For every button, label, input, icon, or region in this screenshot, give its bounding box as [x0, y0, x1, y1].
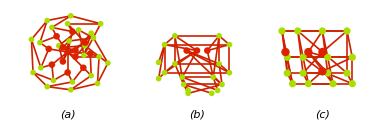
- Circle shape: [227, 70, 232, 76]
- Circle shape: [194, 47, 200, 54]
- Circle shape: [56, 43, 62, 49]
- Circle shape: [324, 70, 331, 77]
- Circle shape: [64, 69, 71, 76]
- Circle shape: [105, 60, 111, 66]
- Circle shape: [343, 70, 350, 77]
- Circle shape: [68, 13, 74, 19]
- Circle shape: [64, 49, 71, 55]
- Circle shape: [45, 46, 52, 52]
- Circle shape: [87, 50, 94, 57]
- Circle shape: [80, 64, 87, 71]
- Circle shape: [318, 48, 327, 56]
- Circle shape: [185, 91, 191, 96]
- Circle shape: [51, 78, 56, 83]
- Circle shape: [82, 39, 88, 46]
- Circle shape: [88, 30, 94, 36]
- Circle shape: [162, 42, 167, 47]
- Circle shape: [49, 25, 55, 30]
- Circle shape: [44, 18, 50, 23]
- Circle shape: [76, 27, 82, 33]
- Circle shape: [180, 74, 185, 80]
- Circle shape: [37, 40, 43, 45]
- Circle shape: [69, 79, 75, 85]
- Circle shape: [329, 80, 337, 87]
- Circle shape: [162, 70, 167, 76]
- Text: (c): (c): [315, 110, 330, 120]
- Text: (b): (b): [189, 110, 205, 120]
- Circle shape: [53, 33, 60, 40]
- Circle shape: [60, 44, 66, 51]
- Circle shape: [219, 82, 225, 87]
- Circle shape: [299, 54, 307, 61]
- Circle shape: [211, 74, 216, 80]
- Circle shape: [209, 91, 214, 96]
- Circle shape: [30, 70, 36, 75]
- Circle shape: [294, 27, 301, 34]
- Circle shape: [318, 67, 327, 76]
- Circle shape: [172, 33, 178, 39]
- Circle shape: [72, 47, 79, 54]
- Circle shape: [156, 76, 162, 81]
- Circle shape: [299, 70, 307, 77]
- Circle shape: [95, 81, 100, 86]
- Circle shape: [68, 87, 74, 93]
- Text: (a): (a): [60, 110, 75, 120]
- Circle shape: [65, 21, 71, 26]
- Circle shape: [227, 42, 232, 47]
- Circle shape: [98, 21, 103, 26]
- Circle shape: [281, 48, 290, 56]
- Circle shape: [183, 47, 190, 54]
- Circle shape: [204, 47, 211, 54]
- Circle shape: [289, 80, 296, 87]
- Circle shape: [185, 87, 191, 93]
- Circle shape: [284, 54, 291, 61]
- Circle shape: [343, 27, 350, 34]
- Circle shape: [156, 60, 162, 65]
- Circle shape: [60, 58, 66, 65]
- Circle shape: [49, 61, 55, 68]
- Circle shape: [278, 27, 285, 34]
- Circle shape: [172, 61, 178, 67]
- Circle shape: [66, 38, 72, 44]
- Circle shape: [96, 54, 102, 60]
- Circle shape: [216, 61, 222, 67]
- Circle shape: [29, 37, 34, 42]
- Circle shape: [349, 80, 356, 87]
- Circle shape: [319, 27, 326, 34]
- Circle shape: [304, 48, 312, 56]
- Circle shape: [305, 80, 312, 87]
- Circle shape: [284, 70, 291, 77]
- Circle shape: [88, 73, 94, 78]
- Circle shape: [349, 54, 356, 61]
- Circle shape: [44, 84, 50, 89]
- Circle shape: [181, 82, 187, 87]
- Circle shape: [91, 35, 96, 41]
- Circle shape: [215, 87, 220, 93]
- Circle shape: [72, 53, 79, 60]
- Circle shape: [324, 54, 331, 61]
- Circle shape: [38, 65, 44, 71]
- Circle shape: [81, 52, 87, 58]
- Circle shape: [69, 28, 76, 35]
- Circle shape: [216, 33, 222, 39]
- Circle shape: [82, 43, 88, 49]
